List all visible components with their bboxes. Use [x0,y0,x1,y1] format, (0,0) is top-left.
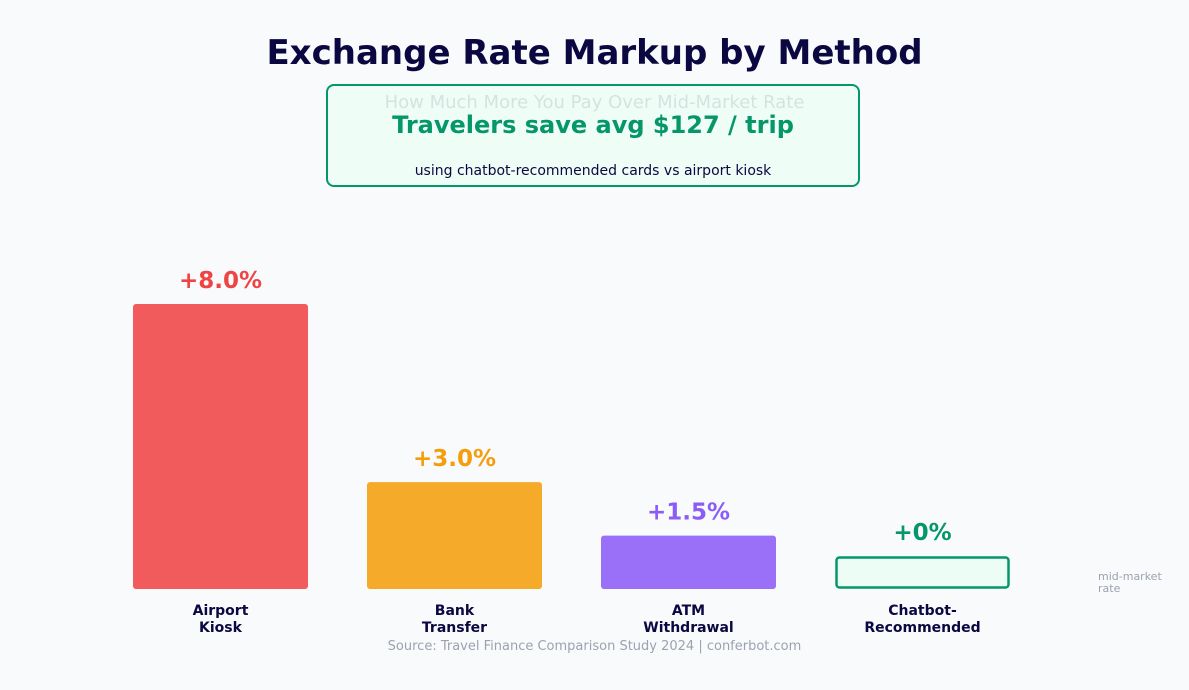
bar-1 [367,482,542,589]
savings-detail: using chatbot-recommended cards vs airpo… [414,163,772,179]
category-label-2-0: ATM [672,603,705,619]
category-label-1-0: Bank [435,603,475,619]
category-label-3-0: Chatbot- [888,603,957,619]
bar-value-label-3: +0% [893,520,951,546]
category-label-2-1: Withdrawal [643,620,733,636]
category-label-0-1: Kiosk [199,620,243,636]
bar-3 [835,556,1010,589]
bar-0 [133,304,308,589]
category-label-3-1: Recommended [864,620,980,636]
bar-value-label-2: +1.5% [647,500,730,526]
savings-headline: Travelers save avg $127 / trip [392,111,794,139]
savings-callout: Travelers save avg $127 / trip using cha… [326,84,860,187]
bar-value-label-1: +3.0% [413,446,496,472]
bar-2 [601,535,776,589]
chart-title: Exchange Rate Markup by Method [266,33,923,73]
source-note: Source: Travel Finance Comparison Study … [387,639,802,654]
baseline-note-0: mid-market [1098,570,1162,583]
baseline-note-1: rate [1098,582,1121,595]
category-label-0-0: Airport [193,603,249,619]
category-label-1-1: Transfer [422,620,487,636]
bar-value-label-0: +8.0% [179,268,262,294]
